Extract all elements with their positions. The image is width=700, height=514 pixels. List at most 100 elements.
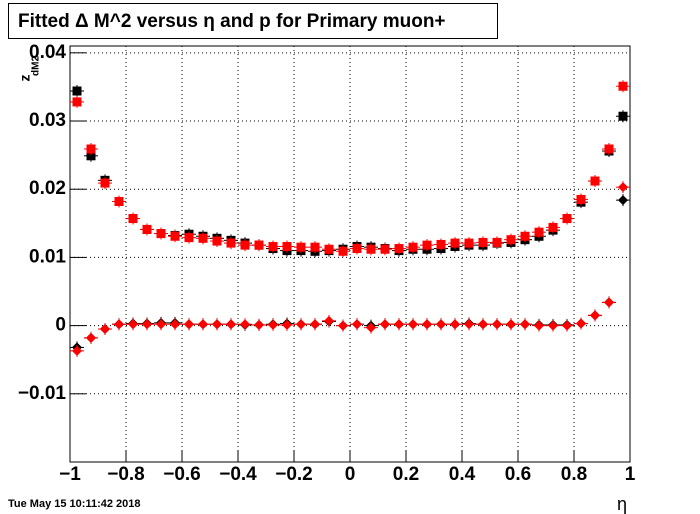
point [618,195,628,206]
point [394,319,404,330]
point [520,231,530,241]
point [478,237,488,247]
x-tick-label: 0.6 [505,464,531,485]
point [478,319,488,330]
point [240,319,250,330]
point [86,332,96,343]
point [72,86,82,96]
point [590,176,600,186]
point [506,235,516,245]
chart-title: Fitted Δ M^2 versus η and p for Primary … [18,11,446,32]
point [520,319,530,330]
x-tick-label: 0.2 [393,464,419,485]
y-tick-label: 0 [55,315,66,336]
x-tick-label: −0.6 [163,464,201,485]
point [142,319,152,330]
point [72,345,82,356]
point [534,320,544,331]
point [408,242,418,252]
point [338,246,348,256]
point [366,322,376,333]
point [86,144,96,154]
point [464,319,474,330]
point [562,214,572,224]
point [562,320,572,331]
x-tick-label: 0.8 [561,464,587,485]
point [296,242,306,252]
point [464,238,474,248]
y-tick-label: 0.03 [29,110,66,131]
point [436,319,446,330]
point [324,315,334,326]
point [170,231,180,241]
point [366,244,376,254]
x-tick-label: −0.2 [275,464,313,485]
point [128,319,138,330]
point [380,244,390,254]
point [618,81,628,91]
point [310,242,320,252]
point [576,318,586,329]
point [492,319,502,330]
point [212,236,222,246]
x-tick-label: −0.4 [219,464,257,485]
point [506,319,516,330]
point [422,319,432,330]
point [548,320,558,331]
point [380,319,390,330]
point [324,244,334,254]
point [254,319,264,330]
point [86,151,96,161]
x-tick-label: 0.4 [449,464,476,485]
point [450,238,460,248]
point [296,319,306,330]
x-tick-label: −1 [59,464,81,485]
point [198,233,208,243]
point [254,240,264,250]
point [282,241,292,251]
point [184,319,194,330]
point [142,224,152,234]
x-tick-label: 0 [345,464,356,485]
x-tick-label: −0.8 [107,464,145,485]
point [618,182,628,193]
point [226,238,236,248]
point [114,319,124,330]
point [436,239,446,249]
point [338,320,348,331]
point [450,319,460,330]
point [72,97,82,107]
y-axis-label-sub: dM2 [31,56,42,76]
point [156,229,166,239]
point [184,233,194,243]
point [576,194,586,204]
timestamp: Tue May 15 10:11:42 2018 [8,498,141,510]
y-tick-label: −0.01 [18,383,67,404]
point [618,111,628,121]
y-tick-label: 0.02 [29,178,66,199]
y-axis-label-main: z [17,75,33,82]
point [352,319,362,330]
point [604,297,614,308]
point [212,319,222,330]
point [352,244,362,254]
point [268,319,278,330]
point [114,196,124,206]
plot-frame [69,45,631,463]
point [156,319,166,330]
y-tick-label: 0.01 [29,246,66,267]
point [198,319,208,330]
x-tick-label: 1 [625,464,636,485]
point [310,319,320,330]
point [604,144,614,154]
point [548,222,558,232]
point [590,310,600,321]
title-box [8,3,498,39]
point [100,324,110,335]
point [282,319,292,330]
y-axis-label: z dM2 [17,56,42,82]
point [422,240,432,250]
point [408,319,418,330]
point [394,244,404,254]
